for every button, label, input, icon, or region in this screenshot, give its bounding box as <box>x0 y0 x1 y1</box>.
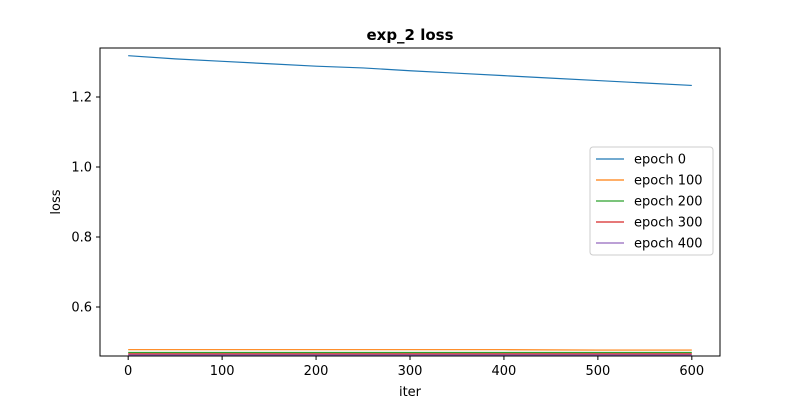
legend-box <box>589 146 714 256</box>
y-tick-label: 0.8 <box>71 231 92 246</box>
y-tick-label: 1.2 <box>71 91 92 106</box>
legend-label: epoch 400 <box>634 237 703 252</box>
x-axis: 0 100 200 300 400 500 600 <box>124 356 704 379</box>
x-tick-label: 600 <box>679 364 704 379</box>
legend-label: epoch 300 <box>634 216 703 231</box>
x-tick-label: 300 <box>398 364 423 379</box>
y-tick-label: 1.0 <box>71 161 92 176</box>
chart-title: exp_2 loss <box>366 26 453 44</box>
x-axis-label: iter <box>399 385 422 400</box>
x-tick-label: 200 <box>304 364 329 379</box>
y-axis: 0.6 0.8 1.0 1.2 <box>71 91 100 316</box>
y-axis-label: loss <box>49 189 64 214</box>
x-tick-label: 100 <box>210 364 235 379</box>
legend: epoch 0 epoch 100 epoch 200 epoch 300 epoch … <box>589 146 714 256</box>
x-tick-label: 500 <box>585 364 610 379</box>
series-line-0 <box>128 55 692 87</box>
legend-label: epoch 200 <box>634 195 703 210</box>
legend-label: epoch 100 <box>634 174 703 189</box>
y-tick-label: 0.6 <box>71 301 92 316</box>
series-layer <box>128 55 692 356</box>
legend-label: epoch 0 <box>634 153 686 168</box>
x-tick-label: 0 <box>124 364 132 379</box>
x-tick-label: 400 <box>492 364 517 379</box>
